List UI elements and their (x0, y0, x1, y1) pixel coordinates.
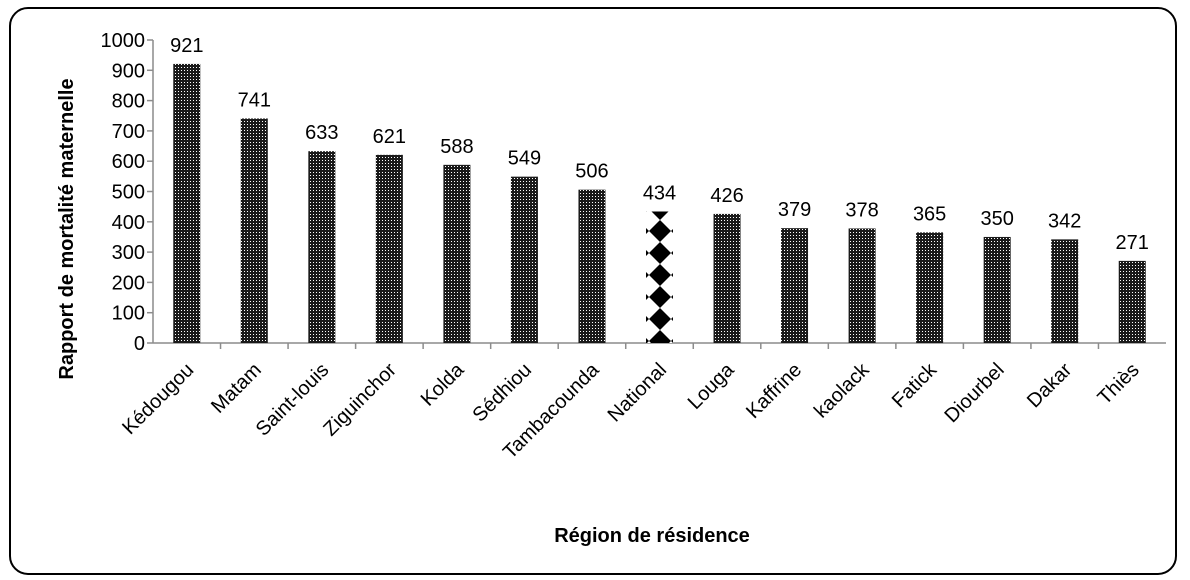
x-tick-label: Sédhiou (469, 359, 536, 426)
y-tick-label: 500 (112, 182, 145, 204)
bar-diourbel (983, 236, 1011, 343)
bar-kaolack (848, 228, 876, 343)
data-label: 741 (238, 89, 271, 111)
bars (173, 63, 1146, 344)
data-label: 588 (440, 136, 473, 158)
y-tick-label: 1000 (101, 30, 146, 52)
x-tick-label: Diourbel (940, 359, 1008, 427)
bar-louga (713, 213, 741, 343)
bar-tambacounda (578, 189, 606, 343)
x-tick-label: Ziguinchor (319, 359, 401, 441)
data-label: 426 (710, 185, 743, 207)
data-label: 378 (845, 199, 878, 221)
data-label: 379 (778, 199, 811, 221)
axes: 0 100 200 300 400 500 600 700 800 900 1000 (101, 30, 1166, 355)
x-tick-label: Kaffrine (742, 359, 806, 423)
x-tick-label: Thiès (1094, 359, 1144, 409)
y-tick-label: 800 (112, 91, 145, 113)
y-tick-label: 700 (112, 121, 145, 143)
data-label: 633 (305, 122, 338, 144)
x-tick-label: Saint-louis (252, 359, 334, 441)
x-tick-label: Louga (684, 358, 740, 414)
y-tick-label: 100 (112, 303, 145, 325)
x-tick-label: Fatick (888, 358, 942, 412)
x-tick-label: Kédougou (118, 359, 198, 439)
bar-fatick (916, 232, 944, 343)
bar-s-dhiou (510, 176, 538, 343)
bar-dakar (1051, 239, 1079, 343)
x-tick-label: kaolack (810, 358, 874, 422)
y-tick-label: 0 (134, 333, 145, 355)
y-tick-label: 600 (112, 151, 145, 173)
bar-kaffrine (781, 228, 809, 343)
bar-kolda (443, 164, 471, 343)
bar-ziguinchor (375, 154, 403, 343)
x-tick-label: Kolda (417, 358, 469, 410)
bar-matam (240, 118, 268, 344)
x-tick-label: Dakar (1023, 359, 1077, 413)
data-label: 506 (575, 161, 608, 183)
bar-k-dougou (173, 63, 201, 343)
y-tick-label: 200 (112, 272, 145, 294)
x-axis-label: Région de résidence (554, 525, 750, 547)
y-tick-label: 300 (112, 242, 145, 264)
data-label: 365 (913, 203, 946, 225)
data-label: 434 (643, 182, 676, 204)
data-label: 342 (1048, 210, 1081, 232)
data-label: 271 (1116, 232, 1149, 254)
bar-national (646, 211, 673, 343)
y-axis-label: Rapport de mortalité maternelle (56, 78, 78, 379)
data-label: 921 (170, 35, 203, 57)
bar-saint-louis (308, 151, 336, 343)
y-tick-label: 900 (112, 60, 145, 82)
chart-border (9, 7, 1177, 575)
bar-thi-s (1118, 260, 1146, 343)
x-tick-label: National (604, 359, 671, 426)
x-tick-label: Matam (207, 359, 266, 418)
data-label: 621 (373, 126, 406, 148)
y-tick-label: 400 (112, 212, 145, 234)
data-label: 350 (980, 208, 1013, 230)
data-label: 549 (508, 148, 541, 170)
